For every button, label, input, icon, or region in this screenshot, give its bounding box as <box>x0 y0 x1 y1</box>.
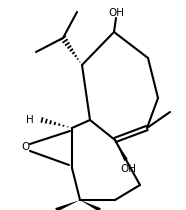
Text: OH: OH <box>108 8 124 18</box>
Polygon shape <box>55 200 80 210</box>
Polygon shape <box>80 200 101 210</box>
Text: H: H <box>26 115 34 125</box>
Polygon shape <box>115 140 128 161</box>
Text: O: O <box>21 142 29 152</box>
Text: OH: OH <box>120 164 136 174</box>
